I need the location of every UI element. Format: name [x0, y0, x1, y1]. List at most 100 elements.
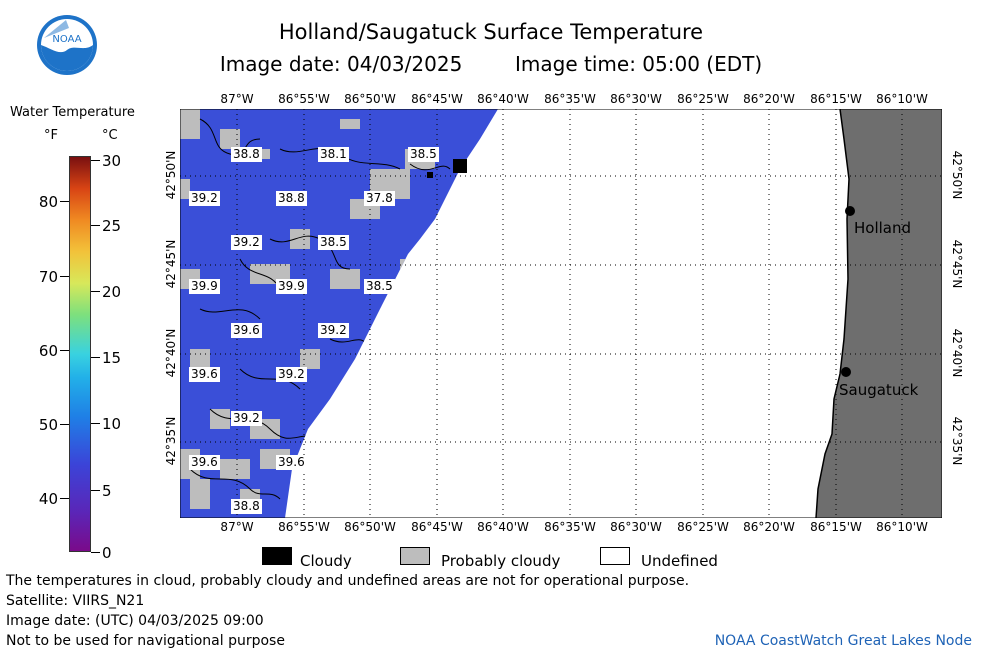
f-tick	[60, 201, 69, 202]
image-time: Image time: 05:00 (EDT)	[515, 52, 763, 76]
note-operational: The temperatures in cloud, probably clou…	[6, 573, 690, 589]
temperature-value: 39.2	[231, 411, 262, 426]
latitude-label: 42°45'N	[164, 239, 178, 289]
longitude-label: 86°55'W	[278, 92, 330, 106]
f-tick-label: 40	[38, 490, 58, 508]
c-tick	[91, 291, 100, 292]
graticule	[180, 109, 942, 518]
probably-cloudy-swatch	[400, 547, 430, 565]
latitude-label: 42°50'N	[164, 150, 178, 200]
f-tick	[60, 276, 69, 277]
temperature-value: 39.9	[189, 279, 220, 294]
c-tick-label: 10	[102, 415, 122, 433]
c-tick-label: 30	[102, 152, 122, 170]
temperature-value: 38.8	[231, 499, 262, 514]
longitude-label: 86°20'W	[743, 92, 795, 106]
temperature-value: 39.2	[276, 367, 307, 382]
latitude-label: 42°50'N	[950, 150, 964, 200]
longitude-label: 87°W	[220, 92, 254, 106]
f-tick	[60, 498, 69, 499]
temperature-value: 39.6	[276, 455, 307, 470]
image-datetime: Image date: 04/03/2025 Image time: 05:00…	[0, 52, 982, 76]
probably-cloudy-label: Probably cloudy	[441, 552, 561, 570]
note-navigation: Not to be used for navigational purpose	[6, 633, 285, 649]
temperature-value: 38.5	[408, 147, 439, 162]
legend-title: Water Temperature	[10, 105, 135, 120]
color-scale-bar	[69, 156, 91, 552]
temperature-value: 39.2	[231, 235, 262, 250]
temperature-value: 38.5	[364, 279, 395, 294]
holland-dot	[845, 206, 855, 216]
cloudy-mark	[427, 172, 433, 178]
longitude-label: 87°W	[220, 520, 254, 534]
undefined-swatch	[600, 547, 630, 565]
longitude-label: 86°10'W	[876, 520, 928, 534]
c-tick	[91, 423, 100, 424]
unit-celsius: °C	[102, 128, 118, 143]
longitude-label: 86°35'W	[544, 520, 596, 534]
longitude-label: 86°20'W	[743, 520, 795, 534]
credit-label: NOAA CoastWatch Great Lakes Node	[714, 633, 972, 649]
city-label-saugatuck: Saugatuck	[839, 381, 919, 399]
f-tick-label: 50	[38, 416, 58, 434]
longitude-label: 86°10'W	[876, 92, 928, 106]
temperature-value: 38.8	[276, 191, 307, 206]
page-title: Holland/Saugatuck Surface Temperature	[278, 20, 704, 44]
image-date: Image date: 04/03/2025	[219, 52, 463, 76]
note-satellite: Satellite: VIIRS_N21	[6, 593, 145, 609]
longitude-label: 86°40'W	[477, 520, 529, 534]
longitude-label: 86°30'W	[610, 92, 662, 106]
longitude-label: 86°50'W	[344, 520, 396, 534]
c-tick	[91, 160, 100, 161]
cloudy-label: Cloudy	[300, 552, 352, 570]
temperature-value: 38.8	[231, 147, 262, 162]
svg-text:NOAA: NOAA	[52, 34, 81, 45]
longitude-label: 86°25'W	[677, 520, 729, 534]
latitude-label: 42°35'N	[164, 416, 178, 466]
temperature-value: 39.6	[189, 367, 220, 382]
map-area	[180, 109, 942, 518]
f-tick-label: 60	[38, 342, 58, 360]
f-tick-label: 80	[38, 193, 58, 211]
temperature-value: 39.2	[318, 323, 349, 338]
c-tick-label: 0	[102, 544, 112, 562]
cloudy-mark	[453, 159, 467, 173]
c-tick-label: 25	[102, 217, 122, 235]
cloudy-swatch	[262, 547, 292, 565]
c-tick-label: 20	[102, 283, 122, 301]
temperature-value: 39.2	[189, 191, 220, 206]
longitude-label: 86°25'W	[677, 92, 729, 106]
c-tick-label: 5	[102, 482, 112, 500]
noaa-logo: NOAA	[36, 14, 98, 76]
c-tick	[91, 357, 100, 358]
temperature-value: 37.8	[364, 191, 395, 206]
c-tick	[91, 225, 100, 226]
longitude-label: 86°35'W	[544, 92, 596, 106]
note-utc-date: Image date: (UTC) 04/03/2025 09:00	[6, 613, 264, 629]
longitude-label: 86°15'W	[810, 520, 862, 534]
latitude-label: 42°45'N	[950, 239, 964, 289]
undefined-label: Undefined	[641, 552, 718, 570]
f-tick	[60, 350, 69, 351]
unit-fahrenheit: °F	[44, 128, 58, 143]
temperature-value: 39.6	[231, 323, 262, 338]
c-tick-label: 15	[102, 349, 122, 367]
latitude-label: 42°35'N	[950, 416, 964, 466]
temperature-value: 39.6	[189, 455, 220, 470]
temperature-value: 38.1	[318, 147, 349, 162]
saugatuck-dot	[841, 367, 851, 377]
longitude-label: 86°30'W	[610, 520, 662, 534]
latitude-label: 42°40'N	[950, 328, 964, 378]
temperature-value: 38.5	[318, 235, 349, 250]
longitude-label: 86°15'W	[810, 92, 862, 106]
longitude-label: 86°45'W	[411, 520, 463, 534]
latitude-label: 42°40'N	[164, 328, 178, 378]
longitude-label: 86°50'W	[344, 92, 396, 106]
f-tick-label: 70	[38, 268, 58, 286]
f-tick	[60, 424, 69, 425]
c-tick	[91, 552, 100, 553]
city-label-holland: Holland	[854, 219, 912, 237]
longitude-label: 86°40'W	[477, 92, 529, 106]
c-tick	[91, 490, 100, 491]
temperature-value: 39.9	[276, 279, 307, 294]
